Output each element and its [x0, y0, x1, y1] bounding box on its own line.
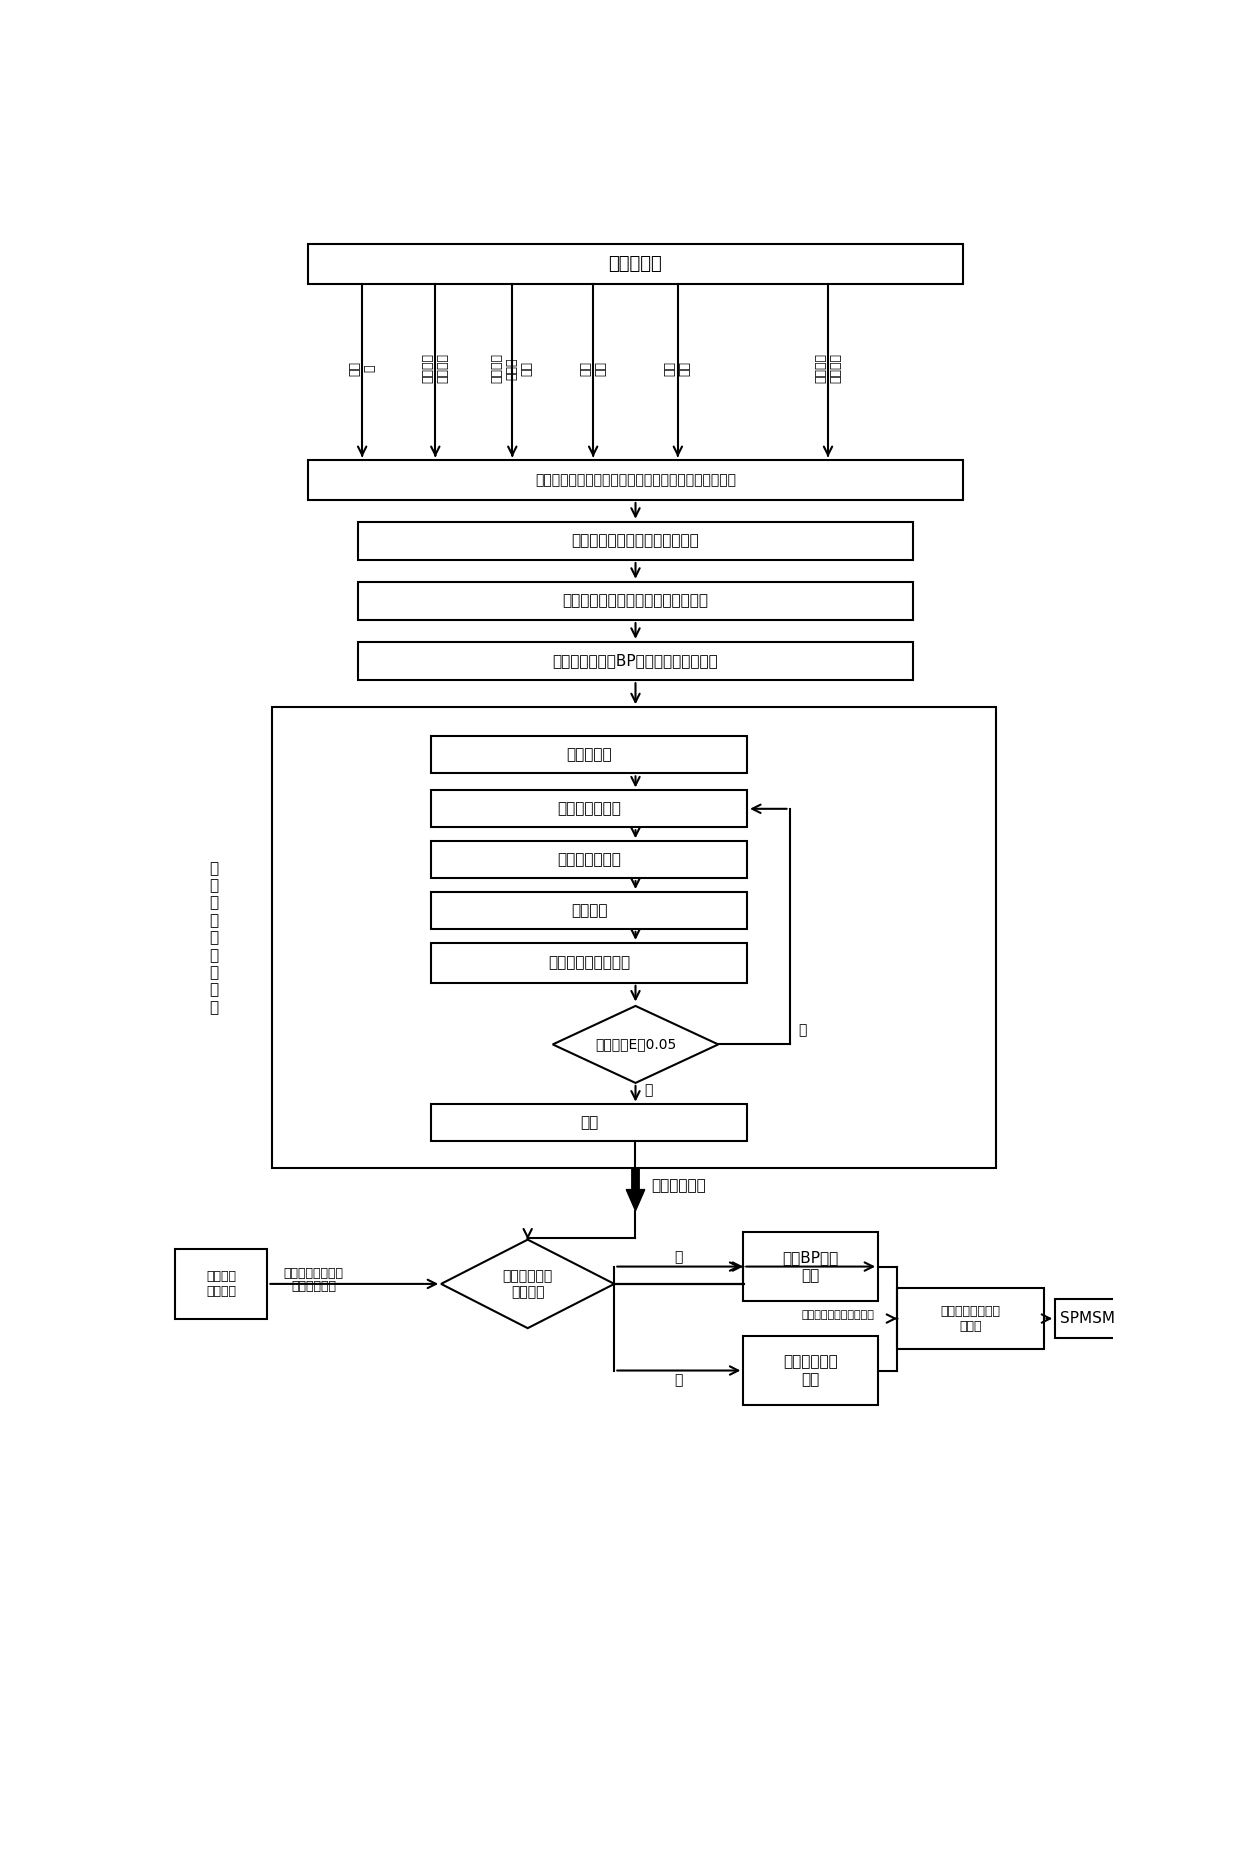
Text: 转矩角、当前定子: 转矩角、当前定子 [284, 1266, 343, 1279]
Bar [175, 1250, 268, 1318]
Text: 更新网络权值和阈值: 更新网络权值和阈值 [548, 954, 630, 971]
Text: 模型预测算法
模块: 模型预测算法 模块 [784, 1354, 838, 1387]
Text: 是: 是 [645, 1084, 653, 1097]
Text: 转矩
角: 转矩 角 [348, 360, 376, 375]
Text: 误差计算: 误差计算 [572, 903, 608, 917]
Bar [743, 1231, 878, 1302]
Text: 转矩脉动大于
一定阈值: 转矩脉动大于 一定阈值 [502, 1268, 553, 1300]
Bar [1055, 1300, 1121, 1337]
Text: 收集数据，组成BP神经网络的训练样本: 收集数据，组成BP神经网络的训练样本 [553, 654, 718, 669]
Text: 输出层输出计算: 输出层输出计算 [557, 852, 621, 867]
Bar [432, 737, 748, 773]
Text: 参考
磁链: 参考 磁链 [579, 360, 608, 375]
Text: 按照适当步长遍历输入量的取值范围取遍各参数的数据: 按照适当步长遍历输入量的取值范围取遍各参数的数据 [534, 474, 737, 487]
Bar [432, 1105, 748, 1142]
Text: 在线BP神经
网络: 在线BP神经 网络 [782, 1250, 838, 1283]
Polygon shape [441, 1240, 614, 1328]
Bar [432, 891, 748, 928]
Bar [272, 708, 996, 1168]
Bar [898, 1287, 1044, 1350]
Polygon shape [553, 1006, 718, 1083]
Text: 备选电压
矢量角度: 备选电压 矢量角度 [813, 353, 842, 383]
Bar [432, 791, 748, 826]
Text: 结束: 结束 [580, 1116, 599, 1131]
Text: 选择最优电压矢量并输出: 选择最优电压矢量并输出 [801, 1309, 874, 1320]
Text: 预测误差E＜0.05: 预测误差E＜0.05 [595, 1038, 676, 1051]
Text: 选择最优电压矢量
并输出: 选择最优电压矢量 并输出 [940, 1305, 1001, 1333]
Text: 得到未来控制周期内的最优电压矢量: 得到未来控制周期内的最优电压矢量 [563, 594, 708, 609]
Bar [743, 1335, 878, 1406]
Text: 参考
转矩: 参考 转矩 [663, 360, 692, 375]
Text: 否: 否 [799, 1023, 807, 1038]
Bar [432, 841, 748, 878]
Polygon shape [626, 1168, 645, 1211]
Text: 当前定子
磁链角
位置: 当前定子 磁链角 位置 [491, 353, 533, 383]
Text: 否: 否 [675, 1250, 683, 1265]
Bar [309, 461, 962, 500]
Text: 当前定子
磁链幅量: 当前定子 磁链幅量 [422, 353, 449, 383]
Text: 直接转矩
控制模块: 直接转矩 控制模块 [206, 1270, 237, 1298]
Text: SPMSM: SPMSM [1060, 1311, 1115, 1326]
Bar [358, 643, 913, 680]
Text: 训练样本输入: 训练样本输入 [651, 1177, 706, 1192]
Text: 磁链等输入量: 磁链等输入量 [291, 1281, 336, 1294]
Bar [358, 522, 913, 561]
Bar [309, 245, 962, 284]
Text: 网络初始化: 网络初始化 [567, 747, 613, 763]
Text: 神
经
网
络
构
建
及
训
练: 神 经 网 络 构 建 及 训 练 [210, 860, 218, 1016]
Text: 确定输入量: 确定输入量 [609, 256, 662, 273]
Text: 是: 是 [675, 1372, 683, 1387]
Bar [358, 581, 913, 620]
Text: 输入到模型预测算法计算和选择: 输入到模型预测算法计算和选择 [572, 533, 699, 548]
Bar [432, 943, 748, 982]
Text: 隐含层输出计算: 隐含层输出计算 [557, 802, 621, 817]
